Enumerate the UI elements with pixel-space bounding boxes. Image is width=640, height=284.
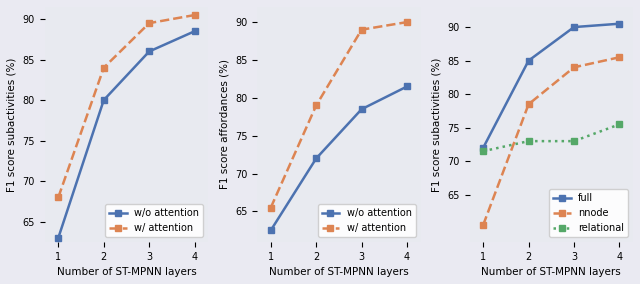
nnode xyxy=(616,56,623,59)
nnode xyxy=(570,66,578,69)
Y-axis label: F1 score affordances (%): F1 score affordances (%) xyxy=(220,59,229,189)
w/o attention xyxy=(54,236,62,239)
Line: w/ attention: w/ attention xyxy=(56,12,197,200)
w/o attention xyxy=(312,157,320,160)
nnode xyxy=(479,223,487,227)
Line: w/o attention: w/o attention xyxy=(56,28,197,241)
full xyxy=(616,22,623,26)
Y-axis label: F1 score subactivities (%): F1 score subactivities (%) xyxy=(7,57,17,191)
Legend: w/o attention, w/ attention: w/o attention, w/ attention xyxy=(317,204,416,237)
Line: full: full xyxy=(481,21,622,151)
relational xyxy=(525,139,532,143)
w/ attention xyxy=(145,21,153,25)
relational xyxy=(479,149,487,153)
full xyxy=(570,25,578,29)
w/o attention xyxy=(191,30,198,33)
w/o attention xyxy=(145,50,153,53)
X-axis label: Number of ST-MPNN layers: Number of ST-MPNN layers xyxy=(56,267,196,277)
relational xyxy=(616,123,623,126)
Line: relational: relational xyxy=(481,122,622,154)
w/o attention xyxy=(267,229,275,232)
full xyxy=(479,146,487,150)
Line: w/ attention: w/ attention xyxy=(268,19,410,210)
Line: nnode: nnode xyxy=(481,55,622,228)
w/ attention xyxy=(267,206,275,209)
relational xyxy=(570,139,578,143)
full xyxy=(525,59,532,62)
Legend: full, nnode, relational: full, nnode, relational xyxy=(549,189,628,237)
X-axis label: Number of ST-MPNN layers: Number of ST-MPNN layers xyxy=(481,267,621,277)
w/ attention xyxy=(54,196,62,199)
Y-axis label: F1 score subactivities (%): F1 score subactivities (%) xyxy=(432,57,442,191)
Legend: w/o attention, w/ attention: w/o attention, w/ attention xyxy=(106,204,204,237)
w/o attention xyxy=(100,98,108,102)
w/ attention xyxy=(358,28,365,31)
X-axis label: Number of ST-MPNN layers: Number of ST-MPNN layers xyxy=(269,267,409,277)
w/ attention xyxy=(191,13,198,17)
w/ attention xyxy=(312,104,320,107)
w/ attention xyxy=(100,66,108,69)
nnode xyxy=(525,103,532,106)
w/o attention xyxy=(403,85,411,88)
w/ attention xyxy=(403,20,411,24)
Line: w/o attention: w/o attention xyxy=(268,84,410,233)
w/o attention xyxy=(358,108,365,111)
